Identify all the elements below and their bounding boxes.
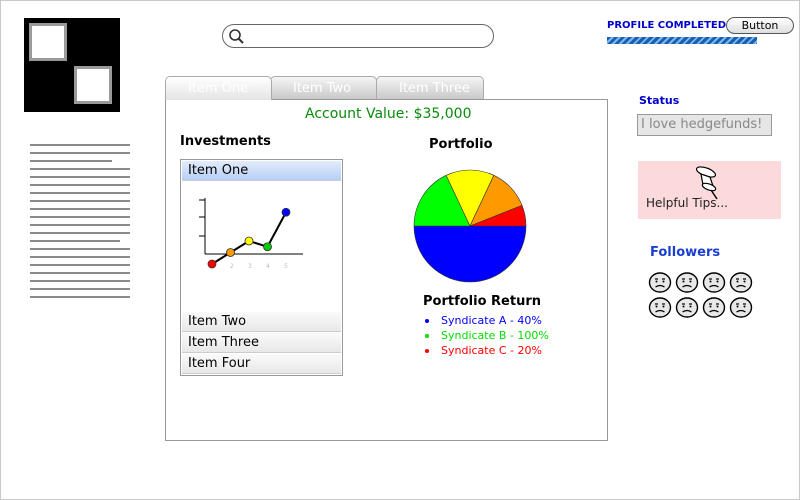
sad-face-icon[interactable] xyxy=(702,272,726,293)
data-point xyxy=(207,259,217,269)
account-value: Account Value: $35,000 xyxy=(305,106,472,122)
text-placeholder-line xyxy=(30,240,120,242)
x-tick-label: 2 xyxy=(230,263,234,270)
data-point xyxy=(263,242,272,252)
sad-face-icon[interactable] xyxy=(729,272,753,293)
legend-dot xyxy=(425,349,429,353)
text-placeholder-line xyxy=(30,144,130,146)
followers-label: Followers xyxy=(650,245,721,260)
data-point xyxy=(226,248,235,257)
sad-face-icon[interactable] xyxy=(648,297,672,318)
portfolio-return-title: Portfolio Return xyxy=(423,294,542,309)
sad-face-icon[interactable] xyxy=(675,272,699,293)
tab-item-two[interactable]: Item Two xyxy=(270,76,377,99)
text-placeholder-line xyxy=(30,288,130,290)
text-placeholder-line xyxy=(30,264,130,266)
list-item[interactable]: Item One xyxy=(182,161,341,181)
portfolio-pie-chart xyxy=(413,169,527,283)
profile-completed-label: PROFILE COMPLETED xyxy=(607,20,727,31)
tab-item-one[interactable]: Item One xyxy=(165,76,272,100)
followers-grid xyxy=(648,272,760,322)
investments-list: Item One Item Two Item Three Item Four xyxy=(180,159,343,376)
text-placeholder-line xyxy=(30,200,130,202)
legend-dot xyxy=(425,334,429,338)
profile-progress-fill xyxy=(607,37,757,44)
legend-label: Syndicate A - 40% xyxy=(441,314,542,327)
helpful-tips-box[interactable]: Helpful Tips... xyxy=(638,161,781,219)
text-placeholder-line xyxy=(30,272,130,274)
data-point xyxy=(244,236,254,246)
text-placeholder-line xyxy=(30,192,130,194)
profile-progress-bar xyxy=(607,37,757,44)
text-placeholder-line xyxy=(30,296,130,298)
pie-slice xyxy=(469,204,527,227)
data-point xyxy=(281,207,291,217)
text-placeholder-line xyxy=(30,224,130,226)
legend-row-b: Syndicate B - 100% xyxy=(425,328,549,343)
investment-line-chart: 2 3 4 5 xyxy=(199,198,303,270)
text-placeholder-line xyxy=(30,152,130,154)
logo-icon xyxy=(24,18,120,112)
pushpin-icon xyxy=(695,166,718,200)
text-placeholder-line xyxy=(30,256,130,258)
investments-title: Investments xyxy=(180,134,271,149)
x-tick-label: 3 xyxy=(248,263,252,270)
legend-label: Syndicate B - 100% xyxy=(441,329,549,342)
header-button[interactable]: Button xyxy=(726,17,794,34)
list-item[interactable]: Item Three xyxy=(182,333,341,353)
legend-dot xyxy=(425,319,429,323)
status-label: Status xyxy=(639,94,680,107)
status-field[interactable]: I love hedgefunds! xyxy=(637,114,772,136)
legend-label: Syndicate C - 20% xyxy=(441,344,542,357)
x-tick-label: 4 xyxy=(266,263,270,270)
text-placeholder-line xyxy=(30,208,130,210)
portfolio-title: Portfolio xyxy=(429,137,493,152)
logo-square-top xyxy=(29,23,67,61)
text-placeholder-line xyxy=(30,232,130,234)
tab-item-three[interactable]: Item Three xyxy=(376,76,484,99)
text-placeholder-line xyxy=(30,176,130,178)
text-placeholder-line xyxy=(30,216,130,218)
sad-face-icon[interactable] xyxy=(702,297,726,318)
list-item[interactable]: Item Four xyxy=(182,354,341,374)
legend-row-c: Syndicate C - 20% xyxy=(425,343,549,358)
helpful-tips-label: Helpful Tips... xyxy=(646,196,728,210)
text-placeholder-line xyxy=(30,168,130,170)
search-input[interactable] xyxy=(222,24,494,48)
sad-face-icon[interactable] xyxy=(729,297,753,318)
x-tick-label: 5 xyxy=(284,263,288,270)
text-placeholder-line xyxy=(30,248,130,250)
pie-slice xyxy=(413,225,527,283)
text-placeholder-line xyxy=(30,184,130,186)
text-placeholder-line xyxy=(30,160,112,162)
legend-row-a: Syndicate A - 40% xyxy=(425,313,549,328)
left-text-placeholder xyxy=(30,144,130,304)
sad-face-icon[interactable] xyxy=(648,272,672,293)
text-placeholder-line xyxy=(30,280,130,282)
pie-slice xyxy=(413,174,471,227)
sad-face-icon[interactable] xyxy=(675,297,699,318)
logo-square-bottom xyxy=(74,66,112,104)
portfolio-legend: Syndicate A - 40% Syndicate B - 100% Syn… xyxy=(425,313,549,358)
list-item[interactable]: Item Two xyxy=(182,312,341,332)
search-icon xyxy=(229,29,244,44)
